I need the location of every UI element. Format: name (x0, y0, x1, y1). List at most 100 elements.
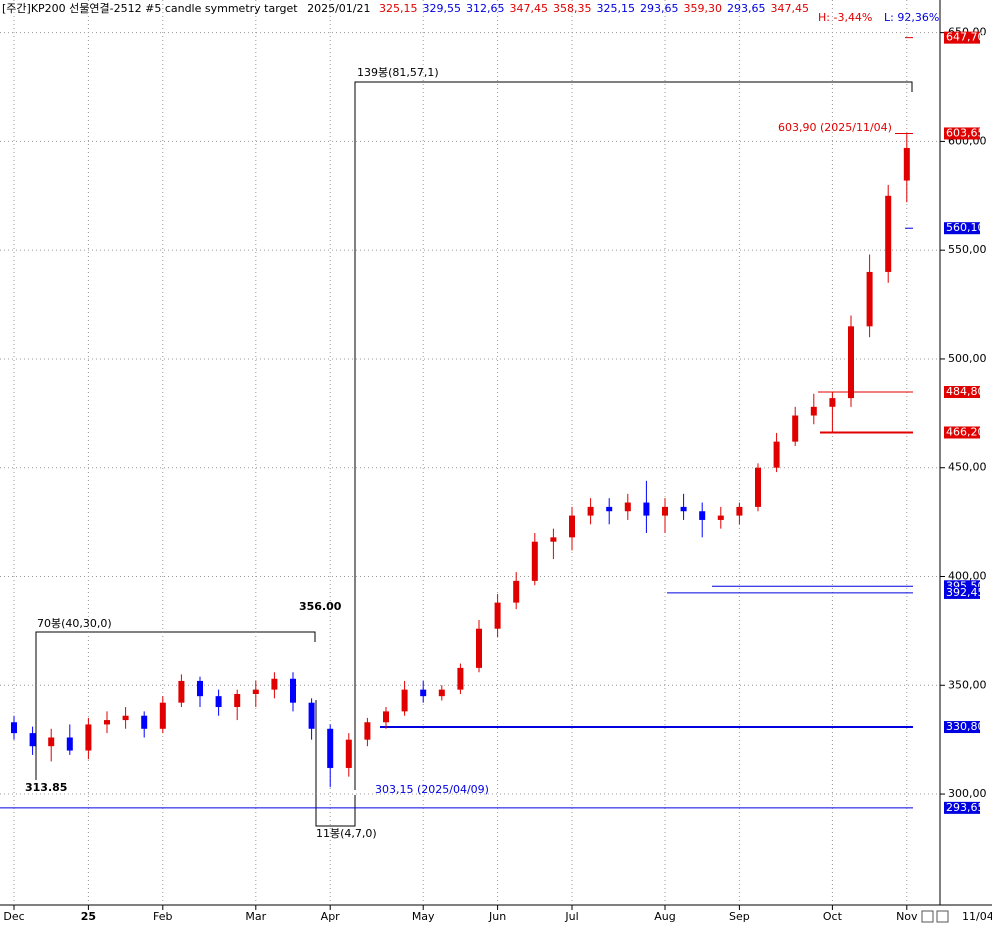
header-values: 325,15 329,55 312,65 347,45 358,35 325,15 293,… (379, 2, 809, 15)
candle-body (364, 722, 371, 740)
candle-body (848, 326, 854, 399)
price-label-box (944, 426, 980, 439)
candle-body (866, 271, 873, 327)
x-end-label: 11/04 (962, 910, 992, 923)
price-label: 560,10 (946, 221, 985, 234)
header-value: 329,55 (423, 2, 462, 15)
candle-body (810, 406, 817, 416)
date: 2025/01/21 (307, 2, 370, 15)
candle-body (383, 711, 389, 723)
tool-icon[interactable] (921, 910, 934, 923)
price-label: 330,80 (946, 720, 985, 733)
x-tick-label: Dec (3, 910, 24, 923)
bracket-11 (315, 700, 356, 827)
x-tick-label: Nov (896, 910, 918, 923)
candle-body (550, 537, 557, 542)
zoom-icon[interactable] (936, 910, 949, 923)
x-tick-label: Feb (153, 910, 172, 923)
candle-body (327, 728, 334, 768)
candle-body (234, 693, 241, 708)
candle-body (531, 541, 538, 581)
annotation: 139봉(81,57,1) (357, 66, 439, 79)
x-tick-label: Oct (823, 910, 843, 923)
candle-body (401, 689, 408, 712)
x-tick-label: 25 (81, 910, 96, 923)
header-value: 347,45 (510, 2, 549, 15)
x-tick-label: Jun (488, 910, 506, 923)
price-label-box (944, 721, 980, 734)
header-value: 293,65 (640, 2, 679, 15)
candle-body (662, 506, 668, 516)
price-label-box (944, 127, 980, 140)
header-value: 347,45 (771, 2, 810, 15)
annotation: 313.85 (25, 781, 67, 794)
price-label-box (944, 586, 980, 599)
price-label: 647,70 (946, 31, 985, 44)
y-tick-label: 400,00 (948, 570, 987, 583)
candle-body (178, 680, 185, 703)
x-tick-label: Apr (321, 910, 341, 923)
header-value: 293,65 (727, 2, 766, 15)
bracket-70 (35, 631, 316, 780)
candle-body (903, 147, 910, 181)
candle-body (252, 689, 259, 694)
candle-body (699, 511, 706, 520)
candle-body (48, 737, 55, 747)
bracket-139 (354, 81, 913, 790)
x-tick-label: Jul (564, 910, 578, 923)
candle-body (438, 689, 445, 697)
header-value: 325,15 (379, 2, 418, 15)
candle-body (587, 506, 594, 516)
stat-low: L: 92,36% (884, 11, 939, 24)
candle-body (141, 715, 148, 729)
annotation: 11봉(4,7,0) (316, 827, 377, 840)
candle-body (11, 722, 17, 734)
candle-body (476, 628, 482, 668)
candle-body (885, 195, 892, 272)
candle-body (736, 506, 743, 516)
y-tick-label: 450,00 (948, 461, 987, 474)
x-tick-label: Sep (729, 910, 750, 923)
annotation: 603,90 (2025/11/04) (778, 121, 892, 134)
candle-body (773, 441, 780, 468)
candle-body (122, 715, 129, 721)
candle-body (29, 733, 36, 747)
price-label-box (944, 31, 980, 44)
candle-body (345, 739, 352, 768)
candle-body (829, 398, 836, 407)
candle-body (792, 415, 799, 442)
candle-body (290, 678, 296, 703)
candle-body (624, 502, 631, 512)
candle-body (159, 702, 166, 729)
y-tick-label: 350,00 (948, 678, 987, 691)
annotation: 356.00 (299, 600, 342, 613)
candle-body (85, 724, 92, 751)
header-value: 359,30 (684, 2, 723, 15)
candle-body (104, 720, 110, 725)
x-tick-label: May (412, 910, 435, 923)
candle-body (308, 702, 315, 729)
header-value: 325,15 (597, 2, 636, 15)
price-label-box (944, 801, 980, 814)
x-tick-label: Mar (245, 910, 266, 923)
candle-body (680, 506, 687, 512)
candle-body (420, 689, 427, 697)
candle-body (606, 506, 613, 512)
candle-body (197, 680, 203, 697)
y-tick-label: 500,00 (948, 352, 987, 365)
candle-body (569, 515, 575, 538)
candle-body (66, 737, 73, 751)
price-label: 392,45 (946, 586, 985, 599)
price-label: 603,65 (946, 126, 985, 139)
candle-body (494, 602, 501, 629)
price-label: 466,20 (946, 425, 985, 438)
header-value: 312,65 (466, 2, 505, 15)
annotation: 70봉(40,30,0) (37, 617, 112, 630)
header: [주간]KP200 선물연결-2512 #5 candle symmetry t… (2, 2, 809, 15)
price-label-box (944, 386, 980, 399)
annotation: 303,15 (2025/04/09) (375, 783, 489, 796)
candle-body (215, 696, 222, 708)
candle-body (457, 667, 464, 690)
